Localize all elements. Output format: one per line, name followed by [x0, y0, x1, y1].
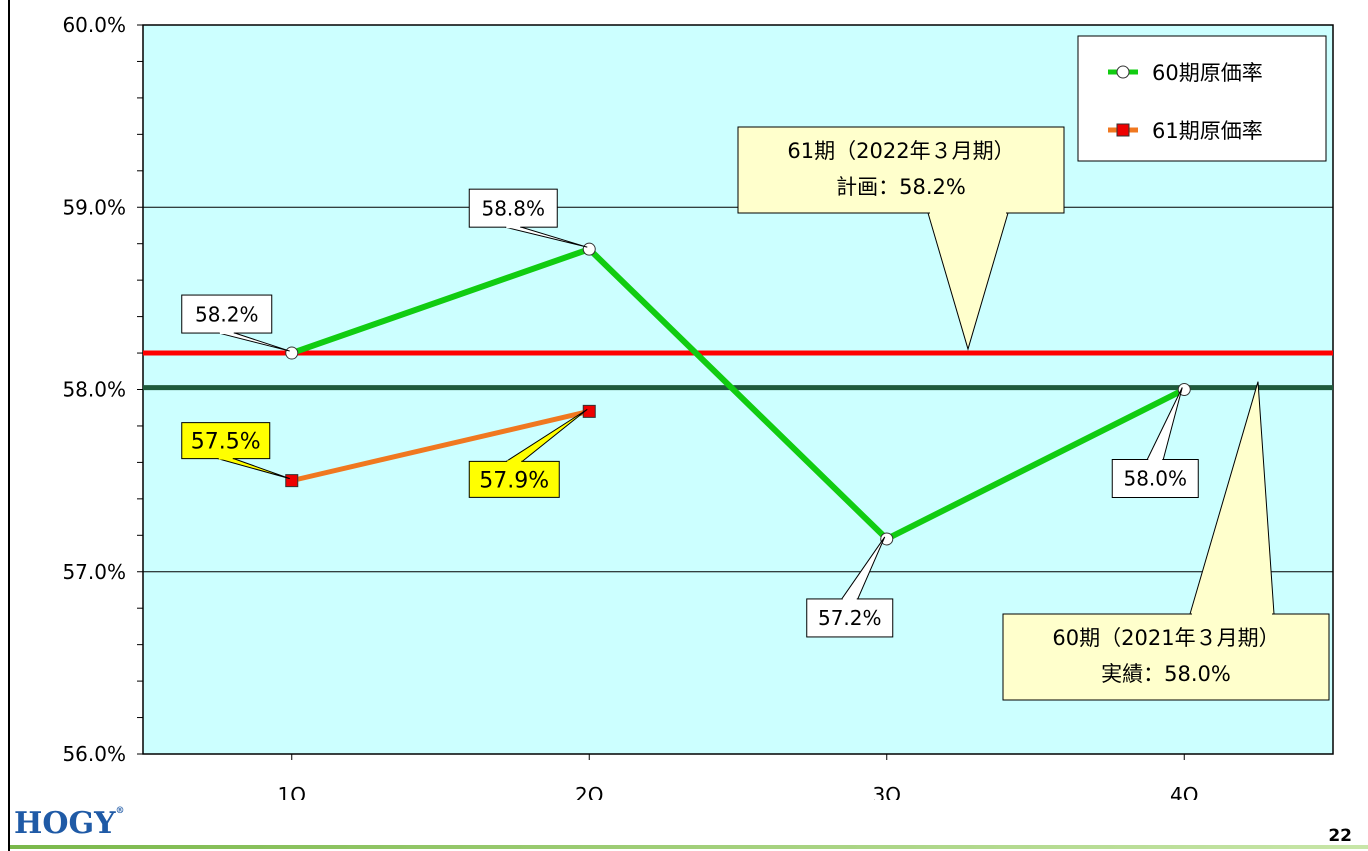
series-line-60: [290, 246, 1186, 542]
note-61-plan: 61期（2022年３月期） 計画：58.2%: [737, 126, 1065, 351]
data-label: 58.0%: [1123, 467, 1187, 491]
cost-ratio-chart: 56.0% 57.0% 58.0% 59.0% 60.0% 1Q 2Q 3Q 4Q 58.2% 58…: [62, 13, 1334, 800]
data-label: 57.2%: [818, 606, 882, 630]
logo-registered-mark: ®: [115, 806, 125, 816]
x-tick-label: 2Q: [575, 783, 603, 800]
y-tick-label: 60.0%: [62, 13, 126, 37]
data-label: 57.9%: [479, 468, 549, 493]
logo-text: HOGY: [14, 806, 116, 841]
note-line-1: 61期（2022年３月期）: [787, 139, 1014, 163]
y-tick-label: 56.0%: [62, 742, 126, 766]
data-label: 57.5%: [191, 430, 261, 455]
data-point-60: [582, 242, 596, 256]
callout-box: [1111, 459, 1199, 498]
data-point-60: [285, 346, 299, 360]
callout-box: [181, 422, 271, 460]
footer-line: [10, 845, 1368, 849]
data-label-60-3: 57.2%: [806, 536, 894, 638]
page-number: 22: [1328, 826, 1352, 846]
note-line-1: 60期（2021年３月期）: [1052, 626, 1279, 650]
note-box: [737, 126, 1065, 214]
y-tick-label: 58.0%: [62, 378, 126, 402]
note-line-2: 実績：58.0%: [1101, 662, 1231, 686]
legend-label: 60期原価率: [1152, 61, 1263, 85]
left-border: [8, 0, 10, 851]
note-box: [1002, 613, 1330, 701]
note-60-actual: 60期（2021年３月期） 実績：58.0%: [1002, 381, 1330, 701]
legend-label: 61期原価率: [1152, 119, 1263, 143]
y-tick-label: 59.0%: [62, 195, 126, 219]
legend-item-1: 60期原価率: [1108, 61, 1263, 85]
data-point-60: [880, 532, 894, 546]
legend-box: [1077, 35, 1327, 162]
series-line-61: [291, 408, 590, 484]
note-line-2: 計画：58.2%: [836, 175, 966, 199]
data-point-61: [285, 474, 299, 488]
data-label-60-1: 58.2%: [181, 294, 290, 352]
hogy-logo: HOGY®: [14, 806, 125, 841]
data-label: 58.2%: [195, 302, 259, 326]
legend: 60期原価率 61期原価率: [1077, 35, 1327, 162]
callout-box: [181, 294, 273, 334]
legend-item-2: 61期原価率: [1108, 119, 1263, 143]
data-label-60-4: 58.0%: [1111, 387, 1199, 498]
callout-box: [806, 598, 894, 638]
x-tick-label: 3Q: [873, 783, 901, 800]
callout-box: [468, 188, 558, 228]
data-label-60-2: 58.8%: [468, 188, 588, 248]
x-tick-label: 1Q: [278, 783, 306, 800]
legend-marker-circle: [1116, 65, 1130, 79]
data-label: 58.8%: [481, 196, 545, 220]
legend-marker-square: [1116, 123, 1130, 137]
x-tick-label: 4Q: [1170, 783, 1198, 800]
y-tick-label: 57.0%: [62, 560, 126, 584]
data-label-61-2: 57.9%: [468, 408, 588, 498]
data-label-61-1: 57.5%: [181, 422, 290, 480]
